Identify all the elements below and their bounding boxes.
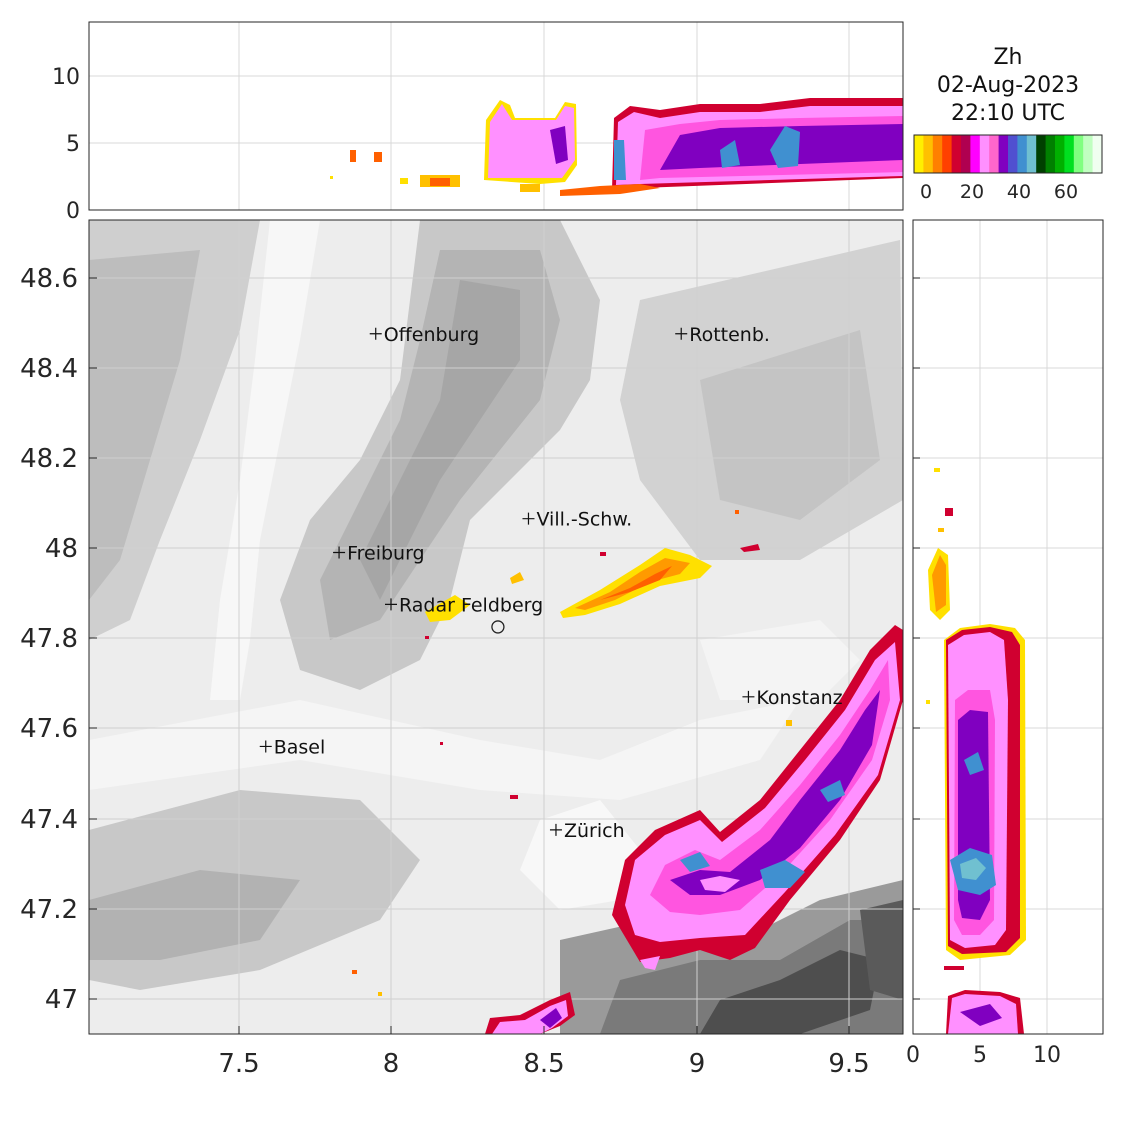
city-plus-icon [369, 327, 382, 340]
map-y-tick-labels: 48.6 48.4 48.2 48 47.8 47.6 47.4 47.2 47 [20, 264, 78, 1015]
city-plus-icon [675, 327, 688, 340]
date-title: 02-Aug-2023 [937, 73, 1079, 98]
colorbar-swatch [961, 135, 971, 173]
x-tick-label: 8 [383, 1049, 400, 1079]
top-panel-frame [88, 21, 904, 211]
colorbar-swatch [1092, 135, 1103, 173]
city-label: Rottenb. [689, 324, 770, 346]
colorbar-swatch [970, 135, 981, 173]
city-plus-icon [385, 598, 397, 611]
city-plus-icon [742, 690, 755, 703]
y-tick-label: 47.8 [20, 624, 78, 654]
colorbar-tick-label: 60 [1054, 181, 1078, 203]
city-marker: Radar Feldberg [385, 594, 543, 616]
right-x-tick-label: 10 [1033, 1043, 1061, 1068]
colorbar-swatch [1017, 135, 1028, 173]
city-plus-icon [549, 823, 562, 836]
colorbar-swatch [998, 135, 1009, 173]
y-tick-label: 48 [45, 534, 78, 564]
colorbar-swatch [1045, 135, 1056, 173]
colorbar-frame [913, 134, 1103, 174]
colorbar-tick-label: 0 [920, 181, 932, 203]
colorbar-swatch [1026, 135, 1037, 173]
x-tick-label: 9 [689, 1049, 706, 1079]
city-marker: Rottenb. [675, 324, 770, 346]
y-tick-label: 47.4 [20, 805, 78, 835]
time-title: 22:10 UTC [951, 101, 1065, 126]
map-tick-marks [89, 277, 850, 1034]
city-marker: Basel [259, 736, 326, 758]
colorbar-swatch [923, 135, 934, 173]
x-tick-label: 7.5 [218, 1049, 259, 1079]
colorbar-swatch [979, 135, 990, 173]
colorbar-swatch [989, 135, 1000, 173]
colorbar-swatch [1055, 135, 1065, 173]
colorbar-swatch [1064, 135, 1075, 173]
right-panel-tick-marks [913, 277, 920, 1000]
terrain-relief [89, 220, 903, 1034]
x-tick-label: 9.5 [828, 1049, 869, 1079]
city-marker: Offenburg [369, 324, 479, 346]
city-marker: Konstanz [742, 687, 843, 709]
variable-title: Zh [993, 45, 1022, 70]
top-y-tick-label: 0 [66, 199, 80, 224]
radar-site-marker [491, 620, 505, 634]
x-tick-label: 8.5 [523, 1049, 564, 1079]
colorbar-swatch [942, 135, 953, 173]
colorbar-swatch [1073, 135, 1084, 173]
city-plus-icon [333, 546, 346, 559]
top-panel-y-tick-labels: 10 5 0 [52, 65, 80, 224]
right-panel-echoes [926, 468, 1026, 1034]
colorbar-tick-label: 20 [960, 181, 984, 203]
colorbar-swatch [1036, 135, 1047, 173]
city-marker: Freiburg [333, 543, 425, 565]
y-tick-label: 48.2 [20, 444, 78, 474]
right-x-tick-label: 0 [906, 1043, 920, 1068]
colorbar-tick-label: 40 [1007, 181, 1031, 203]
top-y-tick-label: 5 [66, 132, 80, 157]
city-label: Konstanz [756, 687, 842, 709]
y-tick-label: 47.2 [20, 895, 78, 925]
colorbar-swatch [914, 135, 924, 173]
city-label: Zürich [564, 820, 625, 842]
city-markers: Offenburg Rottenb. Vill.-Schw. Freiburg Rada… [259, 324, 843, 842]
city-label: Freiburg [347, 543, 425, 565]
map-x-tick-labels: 7.5 8 8.5 9 9.5 [218, 1049, 869, 1079]
city-plus-icon [522, 512, 535, 525]
colorbar-swatch [1008, 135, 1018, 173]
y-tick-label: 47.6 [20, 714, 78, 744]
radar-echoes [352, 510, 903, 1034]
y-tick-label: 47 [45, 985, 78, 1015]
map-frame [88, 219, 904, 1035]
city-marker: Zürich [549, 820, 625, 842]
right-cross-section-panel: 0 5 10 [906, 219, 1104, 1068]
city-label: Vill.-Schw. [536, 509, 632, 531]
y-tick-label: 48.6 [20, 264, 78, 294]
top-y-tick-label: 10 [52, 65, 80, 90]
top-panel-echoes [330, 98, 903, 196]
city-marker: Vill.-Schw. [522, 509, 632, 531]
right-panel-x-tick-labels: 0 5 10 [906, 1043, 1061, 1068]
city-label: Radar Feldberg [399, 594, 543, 616]
colorbar-swatch [1083, 135, 1094, 173]
colorbar [914, 135, 1103, 173]
y-tick-label: 48.4 [20, 354, 78, 384]
colorbar-tick-labels: 0 20 40 60 [920, 181, 1078, 203]
colorbar-swatch [932, 135, 943, 173]
city-plus-icon [259, 740, 272, 753]
legend-block: Zh 02-Aug-2023 22:10 UTC 0 20 40 60 [913, 45, 1103, 203]
city-label: Basel [274, 736, 326, 758]
colorbar-swatch [951, 135, 962, 173]
top-cross-section-panel: 10 5 0 [52, 21, 904, 224]
right-x-tick-label: 5 [973, 1043, 987, 1068]
city-label: Offenburg [384, 324, 479, 346]
right-panel-frame [912, 219, 1104, 1035]
main-map-panel: Offenburg Rottenb. Vill.-Schw. Freiburg Rada… [20, 219, 904, 1079]
